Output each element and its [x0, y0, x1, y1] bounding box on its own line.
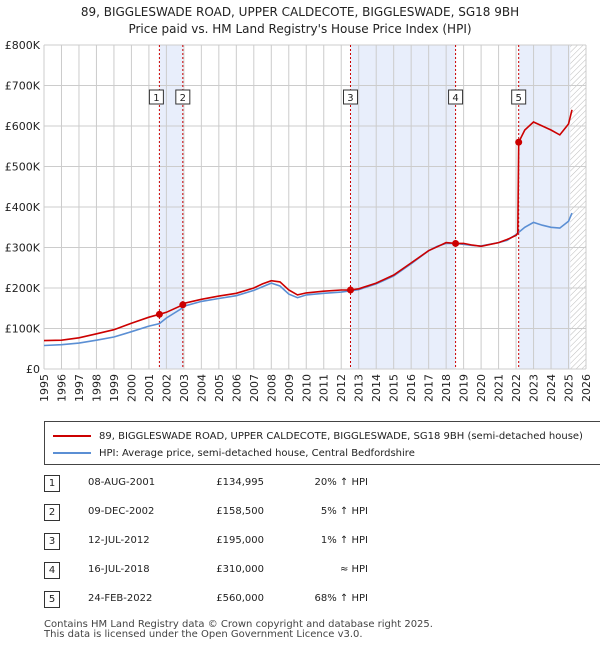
- x-tick-label: 2017: [423, 374, 436, 402]
- sale-label-text: 5: [515, 93, 521, 104]
- sale-label-box: [511, 89, 527, 105]
- chart-legend: 89, BIGGLESWADE ROAD, UPPER CALDECOTE, B…: [44, 421, 600, 465]
- transaction-marker: 5: [44, 591, 60, 608]
- x-tick-label: 2002: [160, 374, 173, 402]
- y-tick-label: £300K: [5, 242, 41, 255]
- copyright-text: Contains HM Land Registry data © Crown c…: [44, 619, 433, 630]
- transaction-date: 24-FEB-2022: [88, 593, 153, 604]
- x-tick-label: 2018: [440, 374, 453, 402]
- transaction-hpi: 20% ↑ HPI: [314, 477, 368, 488]
- transaction-date: 08-AUG-2001: [88, 477, 156, 488]
- y-tick-label: £800K: [5, 39, 41, 52]
- x-tick-label: 2012: [335, 374, 348, 402]
- sale-point: [515, 138, 523, 146]
- x-tick-label: 2009: [283, 374, 296, 402]
- x-tick-label: 2015: [388, 374, 401, 402]
- y-tick-label: £500K: [5, 161, 41, 174]
- transaction-date: 16-JUL-2018: [88, 564, 150, 575]
- hpi-legend-label: HPI: Average price, semi-detached house,…: [99, 447, 415, 459]
- transaction-marker: 1: [44, 475, 60, 492]
- y-tick-label: £200K: [5, 282, 41, 295]
- x-tick-label: 2022: [510, 374, 523, 402]
- license-text: This data is licensed under the Open Gov…: [44, 629, 363, 640]
- x-tick-label: 2026: [580, 374, 593, 402]
- x-tick-label: 2010: [300, 374, 313, 402]
- transaction-price: £310,000: [216, 564, 264, 575]
- x-tick-label: 1996: [55, 374, 68, 402]
- transaction-price: £158,500: [216, 506, 264, 517]
- y-tick-label: £100K: [5, 323, 41, 336]
- y-tick-label: £400K: [5, 201, 41, 214]
- x-tick-label: 2016: [405, 374, 418, 402]
- x-tick-label: 2005: [213, 374, 226, 402]
- footer: Contains HM Land Registry data © Crown c…: [44, 620, 433, 640]
- x-tick-label: 2013: [353, 374, 366, 402]
- sale-label-text: 3: [347, 93, 353, 104]
- x-tick-label: 2023: [528, 374, 541, 402]
- sale-point: [452, 239, 460, 247]
- transaction-date: 09-DEC-2002: [88, 506, 155, 517]
- table-row: 2 09-DEC-2002 £158,500 5% ↑ HPI: [44, 504, 464, 524]
- x-tick-label: 2000: [125, 374, 138, 402]
- x-tick-label: 2004: [195, 374, 208, 402]
- y-tick-label: £600K: [5, 120, 41, 133]
- x-tick-label: 2001: [143, 374, 156, 402]
- chart-subtitle: Price paid vs. HM Land Registry's House …: [128, 22, 472, 36]
- x-tick-label: 2025: [563, 374, 576, 402]
- y-tick-label: £0: [26, 363, 40, 376]
- transaction-hpi: 1% ↑ HPI: [320, 535, 368, 546]
- transaction-marker: 2: [44, 504, 60, 521]
- sale-label-box: [148, 89, 164, 105]
- sale-label-box: [175, 89, 191, 105]
- sale-label-text: 4: [452, 93, 458, 104]
- sale-label-text: 1: [153, 93, 159, 104]
- property-series-line: [43, 109, 573, 342]
- table-row: 4 16-JUL-2018 £310,000 ≈ HPI: [44, 562, 464, 582]
- table-row: 3 12-JUL-2012 £195,000 1% ↑ HPI: [44, 533, 464, 553]
- x-tick-label: 1999: [108, 374, 121, 402]
- transaction-date: 12-JUL-2012: [88, 535, 150, 546]
- transaction-hpi: ≈ HPI: [339, 564, 368, 575]
- sale-label-box: [448, 89, 464, 105]
- sale-point: [346, 286, 354, 294]
- transaction-marker: 3: [44, 533, 60, 550]
- x-tick-label: 2021: [493, 374, 506, 402]
- hpi-legend-swatch: [53, 452, 91, 454]
- sale-point: [179, 301, 187, 309]
- x-tick-label: 2006: [230, 374, 243, 402]
- sale-point: [155, 310, 163, 318]
- transaction-hpi: 5% ↑ HPI: [320, 506, 368, 517]
- x-tick-label: 1997: [73, 374, 86, 402]
- transaction-marker: 4: [44, 562, 60, 579]
- x-tick-label: 2003: [178, 374, 191, 402]
- property-legend-swatch: [53, 435, 91, 437]
- price-chart: 1 2 3 4 5 £0 £100K £200K £300K £400K £500K £600K £70…: [5, 39, 593, 402]
- chart-title: 89, BIGGLESWADE ROAD, UPPER CALDECOTE, B…: [80, 5, 520, 19]
- x-tick-label: 1995: [38, 374, 51, 402]
- x-tick-label: 2019: [458, 374, 471, 402]
- transaction-price: £560,000: [216, 593, 264, 604]
- sale-label-box: [342, 89, 358, 105]
- sale-label-text: 2: [180, 93, 186, 104]
- x-tick-label: 2014: [370, 374, 383, 402]
- transaction-hpi: 68% ↑ HPI: [314, 593, 368, 604]
- table-row: 5 24-FEB-2022 £560,000 68% ↑ HPI: [44, 591, 464, 611]
- x-tick-label: 1998: [90, 374, 103, 402]
- transaction-price: £134,995: [216, 477, 264, 488]
- y-tick-label: £700K: [5, 80, 41, 93]
- table-row: 1 08-AUG-2001 £134,995 20% ↑ HPI: [44, 475, 464, 495]
- x-tick-label: 2020: [475, 374, 488, 402]
- property-legend-label: 89, BIGGLESWADE ROAD, UPPER CALDECOTE, B…: [99, 430, 583, 442]
- x-tick-label: 2011: [318, 374, 331, 402]
- transaction-price: £195,000: [216, 535, 264, 546]
- x-tick-label: 2024: [545, 374, 558, 402]
- x-tick-label: 2008: [265, 374, 278, 402]
- x-tick-label: 2007: [248, 374, 261, 402]
